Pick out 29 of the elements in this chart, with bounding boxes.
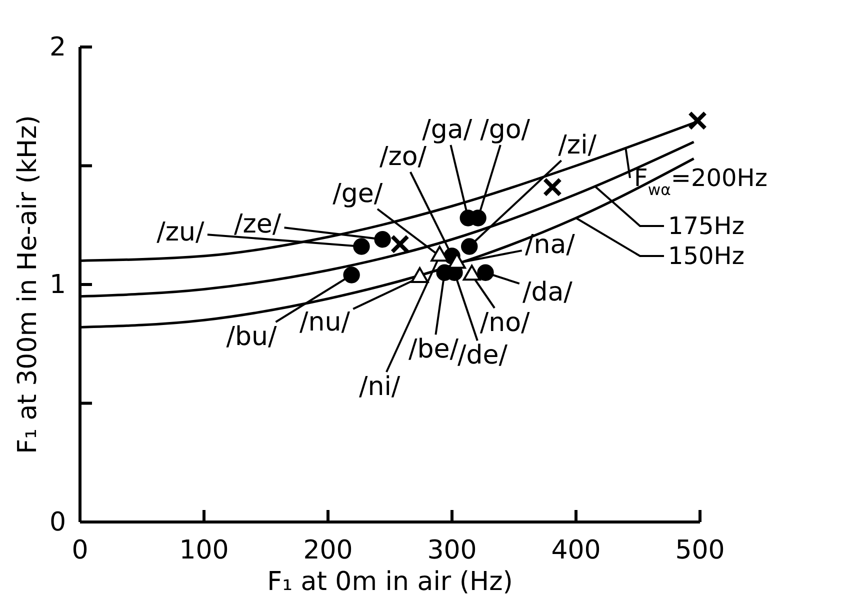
annotation: /ga/ bbox=[422, 115, 472, 145]
x-tick-label: 400 bbox=[551, 535, 601, 566]
x-axis-title: F₁ at 0m in air (Hz) bbox=[267, 567, 513, 597]
annotation: /no/ bbox=[480, 308, 530, 338]
y-tick-label: 2 bbox=[49, 32, 66, 62]
annotation: /zi/ bbox=[558, 130, 597, 160]
annotation: /bu/ bbox=[226, 322, 278, 352]
annotation: /ge/ bbox=[332, 179, 383, 209]
annotation: /go/ bbox=[480, 115, 530, 145]
annotation: /da/ bbox=[522, 278, 573, 308]
legend-label: 175Hz bbox=[668, 212, 744, 240]
x-tick-label: 200 bbox=[303, 535, 353, 566]
annotation: /be/ bbox=[408, 334, 459, 365]
annotation: /ni/ bbox=[358, 372, 400, 402]
x-tick-label: 0 bbox=[72, 535, 88, 566]
legend-label: F$_{wα}$=200Hz bbox=[634, 164, 768, 199]
annotation: /ze/ bbox=[234, 209, 282, 240]
x-tick-label: 500 bbox=[675, 535, 725, 566]
annotation: /nu/ bbox=[300, 307, 350, 338]
text: 150Hz bbox=[668, 242, 744, 270]
annotation: /de/ bbox=[457, 340, 508, 371]
annotation: /na/ bbox=[524, 230, 576, 260]
y-tick-label: 1 bbox=[49, 270, 66, 300]
y-tick-label: 0 bbox=[49, 507, 66, 538]
annotation: /zo/ bbox=[379, 142, 427, 172]
y-axis-title: F₁ at 300m in He-air (kHz) bbox=[13, 115, 43, 454]
x-tick-label: 300 bbox=[427, 535, 477, 566]
x-tick-label: 100 bbox=[179, 535, 229, 566]
annotation: /zu/ bbox=[156, 218, 205, 248]
